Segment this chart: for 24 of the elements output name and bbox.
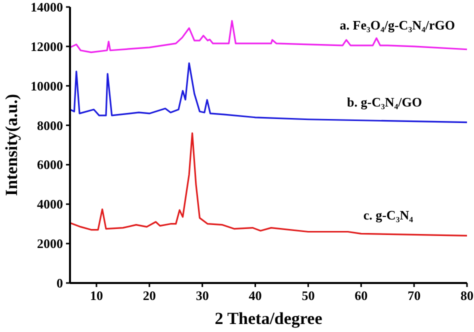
y-tick-label: 6000 (37, 157, 63, 172)
y-tick-label: 2000 (37, 236, 63, 252)
series-label: b. g-C₃N₄/GO (347, 94, 422, 110)
x-tick-label: 80 (460, 288, 474, 303)
x-tick-label: 40 (248, 288, 262, 303)
y-tick-label: 10000 (30, 78, 63, 94)
x-tick-label: 20 (142, 288, 156, 303)
y-tick-label: 8000 (37, 118, 63, 133)
series-label: c. g-C₃N₄ (363, 208, 414, 223)
x-axis-title: 2 Theta/degree (214, 309, 323, 328)
series-label: a. Fe₃O₄/g-C₃N₄/rGO (340, 17, 455, 32)
line-series (69, 20, 468, 54)
x-tick-label: 50 (302, 288, 315, 303)
y-tick-label: 4000 (37, 196, 63, 212)
line-series (69, 62, 468, 124)
x-tick-label: 70 (408, 288, 421, 303)
y-axis-title: Intensity(a.u.) (2, 94, 21, 196)
line-series (69, 132, 468, 236)
y-tick-label: 12000 (30, 38, 63, 54)
x-tick-label: 30 (196, 288, 209, 303)
x-tick-label: 60 (354, 288, 368, 303)
y-tick-label: 0 (56, 276, 63, 290)
y-tick-label: 14000 (30, 0, 63, 14)
x-tick-label: 10 (90, 288, 103, 303)
